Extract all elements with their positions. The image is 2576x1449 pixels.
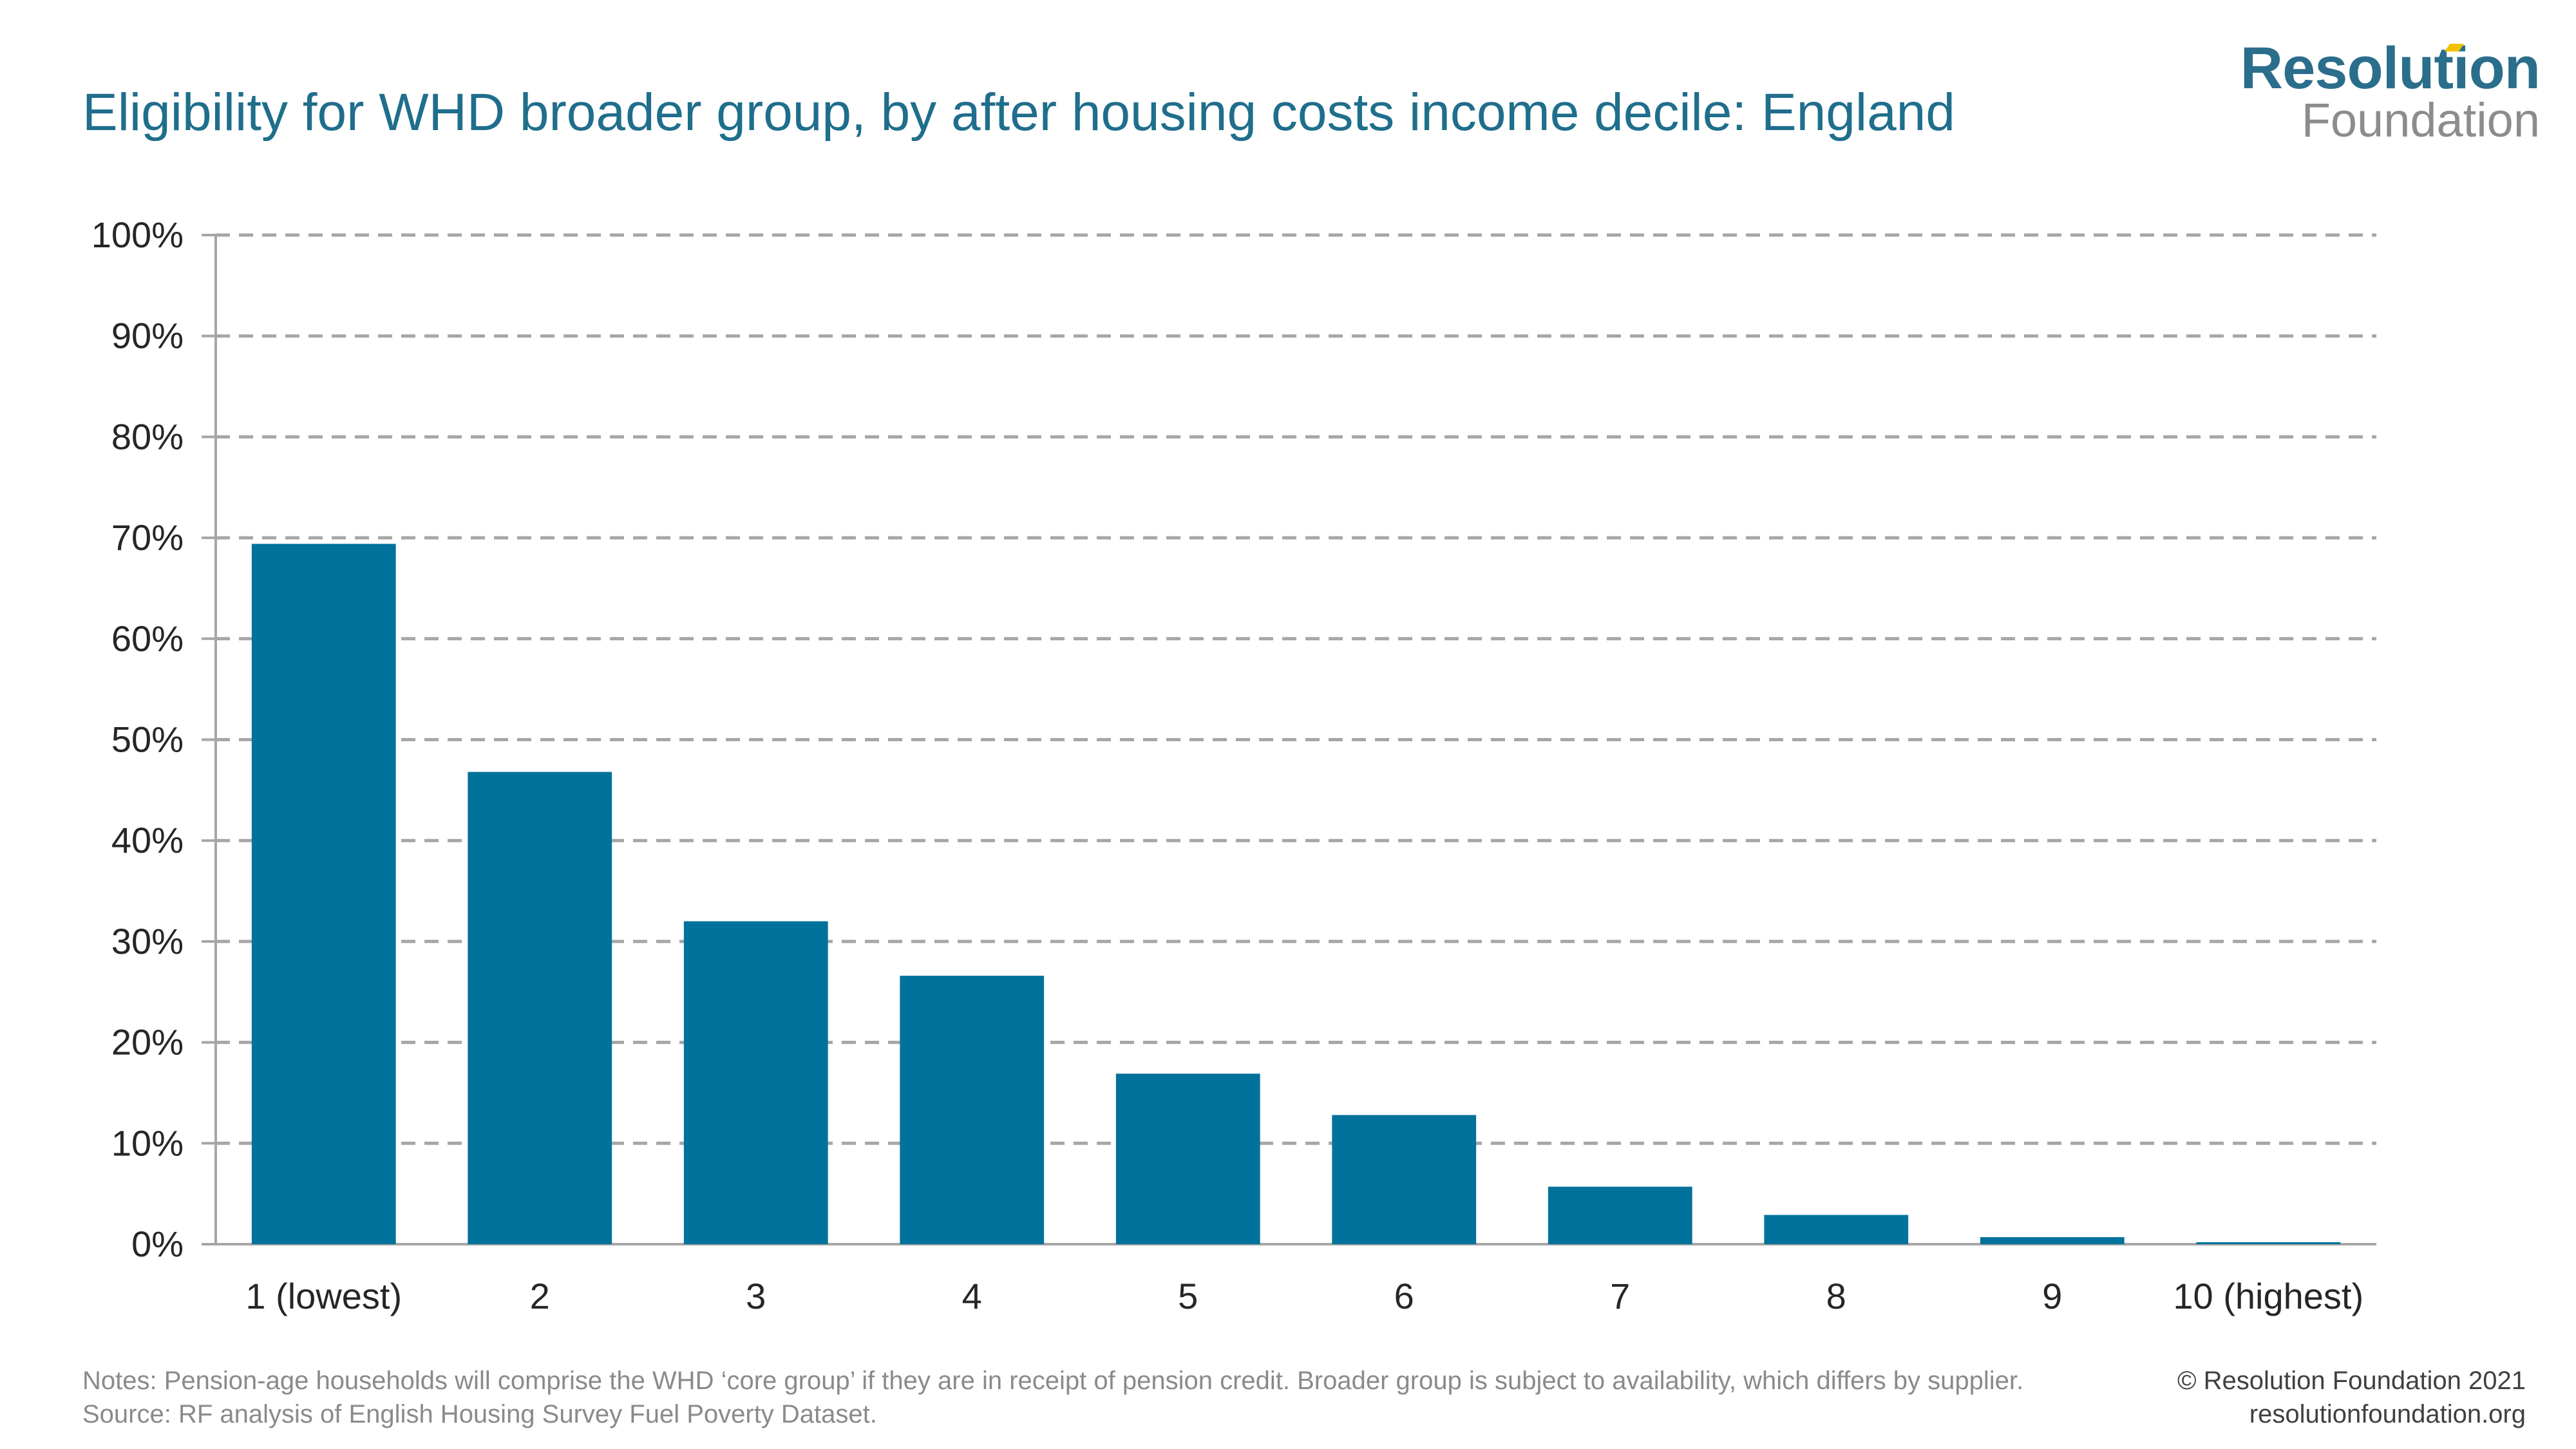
y-tick-label: 70% [111,517,184,558]
x-tick-label: 7 [1610,1276,1630,1316]
notes-line: Notes: Pension-age households will compr… [82,1367,2024,1395]
y-tick-label: 60% [111,618,184,659]
bar [1548,1186,1692,1244]
x-tick-label: 5 [1178,1276,1198,1316]
y-tick-label: 10% [111,1122,184,1163]
logo-line1-text: Resolution [2240,35,2541,101]
source-line: Source: RF analysis of English Housing S… [82,1400,877,1428]
bar [2196,1242,2341,1244]
y-tick-label: 0% [131,1224,184,1264]
copyright-text: © Resolution Foundation 2021 [2177,1367,2526,1395]
x-tick-label: 1 (lowest) [245,1276,402,1316]
chart-title: Eligibility for WHD broader group, by af… [82,83,1955,142]
x-tick-label: 10 (highest) [2173,1276,2363,1316]
website-text: resolutionfoundation.org [2249,1400,2526,1428]
y-tick-label: 50% [111,719,184,760]
y-tick-label: 30% [111,921,184,961]
logo-wordmark-bottom: Foundation [2301,93,2540,147]
bar [900,976,1045,1244]
y-tick-label: 20% [111,1022,184,1063]
x-tick-label: 8 [1826,1276,1846,1316]
bar [468,772,612,1244]
x-tick-label: 4 [962,1276,982,1316]
bar [1115,1074,1260,1244]
bar [683,921,828,1244]
x-tick-label: 2 [530,1276,550,1316]
bar [1980,1237,2125,1244]
bar [251,544,396,1245]
chart-notes: Notes: Pension-age households will compr… [82,1364,2023,1431]
y-tick-label: 40% [111,820,184,860]
resolution-foundation-logo: Resolution Foundation [2240,39,2541,147]
bar [1332,1115,1477,1244]
x-tick-label: 9 [2042,1276,2062,1316]
y-tick-label: 80% [111,416,184,457]
x-tick-label: 3 [746,1276,766,1316]
logo-wordmark-top: Resolution [2240,39,2541,98]
x-tick-label: 6 [1394,1276,1414,1316]
y-tick-label: 100% [91,214,184,255]
copyright-block: © Resolution Foundation 2021 resolutionf… [2177,1364,2526,1431]
y-tick-label: 90% [111,316,184,356]
bar [1764,1215,1909,1244]
